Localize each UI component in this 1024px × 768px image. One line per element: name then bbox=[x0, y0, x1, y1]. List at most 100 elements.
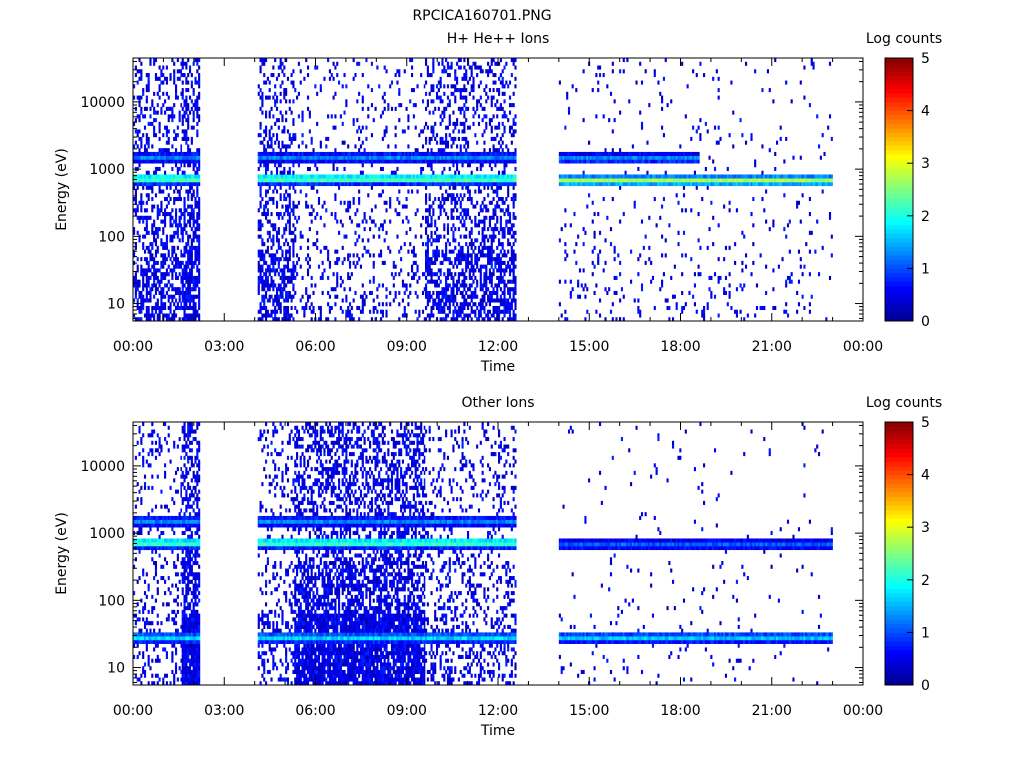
heatmap-cell bbox=[483, 272, 486, 277]
heatmap-cell bbox=[477, 212, 481, 217]
heatmap-cell bbox=[156, 174, 159, 179]
heatmap-cell bbox=[488, 65, 491, 70]
heatmap-cell bbox=[145, 99, 148, 104]
heatmap-cell bbox=[183, 294, 186, 299]
heatmap-cell bbox=[499, 257, 502, 262]
heatmap-cell bbox=[450, 275, 453, 280]
heatmap-cell bbox=[642, 151, 645, 156]
heatmap-cell bbox=[428, 264, 431, 269]
heatmap-cell bbox=[138, 136, 141, 141]
heatmap-cell bbox=[591, 88, 594, 93]
heatmap-cell bbox=[492, 144, 495, 149]
heatmap-cell bbox=[277, 257, 280, 262]
heatmap-cell bbox=[488, 223, 491, 228]
heatmap-cell bbox=[465, 208, 468, 213]
heatmap-cell bbox=[379, 253, 383, 258]
heatmap-cell bbox=[600, 178, 603, 183]
heatmap-cell bbox=[566, 95, 569, 100]
heatmap-cell bbox=[496, 305, 499, 311]
heatmap-cell bbox=[308, 178, 311, 183]
heatmap-cell bbox=[426, 264, 429, 269]
heatmap-cell bbox=[470, 219, 473, 224]
heatmap-cell bbox=[158, 178, 161, 183]
heatmap-cell bbox=[483, 178, 486, 183]
heatmap-cell bbox=[383, 133, 386, 138]
heatmap-cell bbox=[448, 309, 451, 314]
heatmap-cell bbox=[401, 129, 404, 134]
heatmap-cell bbox=[358, 174, 361, 179]
heatmap-cell bbox=[499, 185, 502, 190]
heatmap-cell bbox=[305, 144, 308, 149]
heatmap-cell bbox=[425, 106, 428, 111]
heatmap-cell bbox=[330, 151, 333, 156]
heatmap-cell bbox=[421, 174, 425, 179]
heatmap-cell bbox=[162, 227, 165, 232]
heatmap-cell bbox=[153, 313, 156, 318]
heatmap-cell bbox=[149, 253, 152, 258]
heatmap-cell bbox=[470, 283, 473, 288]
heatmap-cell bbox=[171, 253, 174, 258]
heatmap-cell bbox=[483, 185, 486, 190]
heatmap-cell bbox=[640, 80, 644, 85]
heatmap-cell bbox=[414, 253, 417, 258]
heatmap-cell bbox=[490, 125, 493, 130]
heatmap-cell bbox=[169, 294, 172, 299]
heatmap-cell bbox=[147, 230, 150, 235]
heatmap-cell bbox=[401, 219, 404, 224]
heatmap-cell bbox=[261, 313, 264, 318]
heatmap-cell bbox=[286, 257, 290, 262]
heatmap-cell bbox=[468, 151, 471, 156]
heatmap-cell bbox=[611, 148, 614, 153]
heatmap-cell bbox=[183, 309, 186, 314]
heatmap-cell bbox=[261, 257, 264, 262]
heatmap-cell bbox=[345, 178, 348, 183]
heatmap-cell bbox=[512, 257, 515, 262]
heatmap-cell bbox=[277, 272, 280, 277]
heatmap-cell bbox=[483, 298, 486, 303]
heatmap-cell bbox=[319, 249, 322, 254]
heatmap-cell bbox=[143, 227, 147, 232]
heatmap-cell bbox=[188, 178, 192, 183]
heatmap-cell bbox=[620, 181, 623, 187]
heatmap-cell bbox=[619, 148, 622, 153]
heatmap-cell bbox=[593, 212, 596, 217]
heatmap-cell bbox=[198, 298, 201, 303]
heatmap-cell bbox=[498, 151, 501, 156]
heatmap-cell bbox=[430, 159, 433, 164]
heatmap-cell bbox=[646, 170, 649, 175]
heatmap-cell bbox=[435, 305, 439, 311]
heatmap-cell bbox=[635, 159, 638, 164]
heatmap-cell bbox=[477, 230, 481, 235]
heatmap-cell bbox=[176, 155, 179, 160]
heatmap-cell bbox=[407, 272, 410, 277]
heatmap-cell bbox=[503, 294, 506, 299]
heatmap-cell bbox=[198, 223, 201, 228]
heatmap-cell bbox=[317, 305, 321, 311]
heatmap-cell bbox=[644, 151, 647, 156]
heatmap-cell bbox=[285, 283, 288, 288]
heatmap-cell bbox=[145, 136, 148, 141]
heatmap-cell bbox=[266, 298, 269, 303]
heatmap-cell bbox=[180, 227, 182, 232]
heatmap-cell bbox=[294, 174, 297, 179]
heatmap-cell bbox=[140, 159, 143, 164]
heatmap-cell bbox=[301, 174, 304, 179]
heatmap-cell bbox=[508, 159, 512, 164]
heatmap-cell bbox=[176, 181, 179, 187]
heatmap-cell bbox=[299, 245, 302, 250]
heatmap-cell bbox=[452, 230, 455, 235]
heatmap-cell bbox=[317, 317, 321, 322]
heatmap-cell bbox=[348, 275, 352, 280]
heatmap-cell bbox=[487, 309, 490, 314]
heatmap-cell bbox=[562, 174, 565, 179]
heatmap-cell bbox=[619, 69, 622, 74]
heatmap-cell bbox=[512, 317, 515, 322]
heatmap-cell bbox=[266, 238, 269, 243]
heatmap-cell bbox=[270, 223, 273, 228]
heatmap-cell bbox=[370, 178, 373, 183]
heatmap-cell bbox=[560, 174, 563, 179]
heatmap-cell bbox=[187, 313, 190, 318]
heatmap-cell bbox=[194, 253, 197, 258]
heatmap-cell bbox=[151, 283, 154, 288]
heatmap-cell bbox=[259, 133, 262, 138]
